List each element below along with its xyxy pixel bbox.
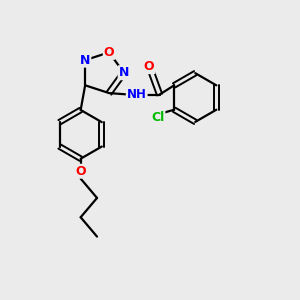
Text: O: O: [104, 46, 114, 59]
Text: Cl: Cl: [151, 111, 164, 124]
Text: O: O: [144, 60, 154, 73]
Text: NH: NH: [127, 88, 147, 101]
Text: N: N: [80, 54, 90, 67]
Text: O: O: [75, 165, 86, 178]
Text: N: N: [119, 66, 129, 79]
